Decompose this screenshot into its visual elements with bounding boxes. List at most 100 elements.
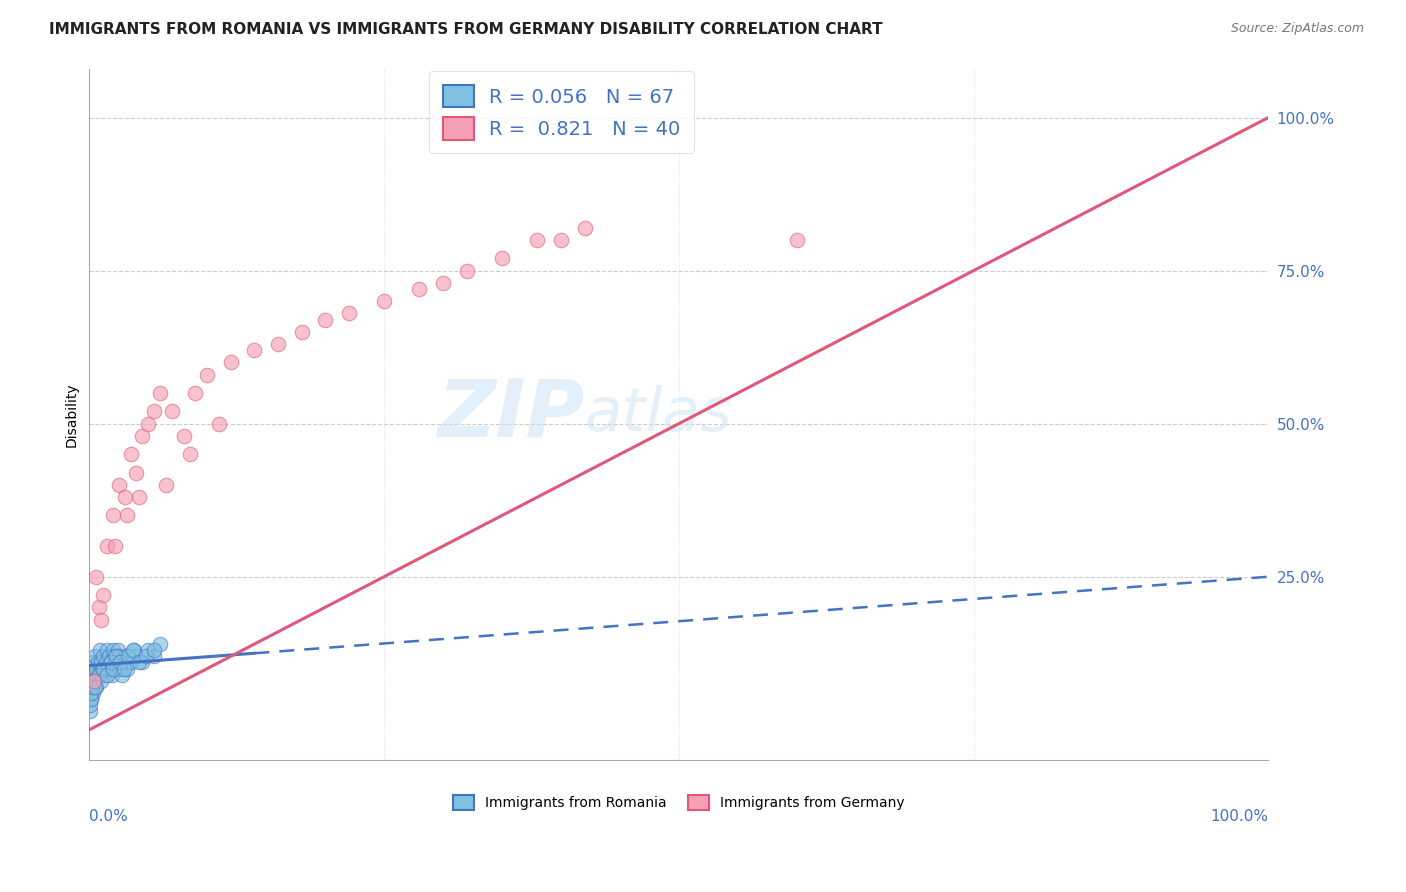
Point xyxy=(104,662,127,676)
Point xyxy=(432,276,454,290)
Point xyxy=(79,705,101,719)
Point xyxy=(143,404,166,418)
Point xyxy=(131,656,153,670)
Point xyxy=(112,662,135,676)
Point xyxy=(93,667,115,681)
Point xyxy=(107,649,129,664)
Point xyxy=(143,643,166,657)
Point xyxy=(100,656,122,670)
Point xyxy=(149,637,172,651)
Point xyxy=(93,588,115,602)
Point xyxy=(100,667,122,681)
Point xyxy=(373,294,395,309)
Point xyxy=(82,686,104,700)
Point xyxy=(80,692,103,706)
Point xyxy=(86,570,108,584)
Point xyxy=(96,539,118,553)
Point xyxy=(94,656,117,670)
Point xyxy=(115,508,138,523)
Point xyxy=(84,649,107,664)
Point xyxy=(82,673,104,688)
Point xyxy=(87,667,110,681)
Point xyxy=(90,673,112,688)
Point xyxy=(491,252,513,266)
Point xyxy=(143,649,166,664)
Point xyxy=(80,680,103,694)
Point xyxy=(80,686,103,700)
Y-axis label: Disability: Disability xyxy=(65,382,79,447)
Point xyxy=(83,667,105,681)
Point xyxy=(179,447,201,461)
Point xyxy=(128,656,150,670)
Point xyxy=(115,662,138,676)
Point xyxy=(108,662,131,676)
Point xyxy=(117,649,139,664)
Point xyxy=(100,656,122,670)
Point xyxy=(136,417,159,431)
Point xyxy=(82,656,104,670)
Legend: Immigrants from Romania, Immigrants from Germany: Immigrants from Romania, Immigrants from… xyxy=(449,789,910,815)
Point xyxy=(86,680,108,694)
Point xyxy=(122,643,145,657)
Text: ZIP: ZIP xyxy=(437,376,585,453)
Point xyxy=(208,417,231,431)
Point xyxy=(290,325,312,339)
Point xyxy=(125,649,148,664)
Point xyxy=(125,466,148,480)
Point xyxy=(87,667,110,681)
Point xyxy=(98,649,121,664)
Point xyxy=(408,282,430,296)
Point xyxy=(80,667,103,681)
Point xyxy=(86,656,108,670)
Point xyxy=(105,649,128,664)
Point xyxy=(97,662,120,676)
Point xyxy=(80,680,103,694)
Point xyxy=(135,649,157,664)
Point xyxy=(93,662,115,676)
Point xyxy=(456,263,478,277)
Point xyxy=(93,649,115,664)
Point xyxy=(786,233,808,247)
Point xyxy=(101,643,124,657)
Point xyxy=(243,343,266,358)
Point xyxy=(79,698,101,713)
Point xyxy=(96,667,118,681)
Point xyxy=(574,220,596,235)
Point xyxy=(155,478,177,492)
Point xyxy=(111,667,134,681)
Point xyxy=(83,680,105,694)
Point xyxy=(80,680,103,694)
Point xyxy=(80,692,103,706)
Point xyxy=(90,613,112,627)
Point xyxy=(149,386,172,401)
Point xyxy=(105,656,128,670)
Point xyxy=(83,673,105,688)
Text: atlas: atlas xyxy=(585,385,733,444)
Point xyxy=(337,306,360,320)
Point xyxy=(86,662,108,676)
Point xyxy=(114,649,136,664)
Point xyxy=(526,233,548,247)
Point xyxy=(122,643,145,657)
Point xyxy=(108,656,131,670)
Point xyxy=(107,643,129,657)
Point xyxy=(101,662,124,676)
Point xyxy=(136,643,159,657)
Text: Source: ZipAtlas.com: Source: ZipAtlas.com xyxy=(1230,22,1364,36)
Point xyxy=(128,490,150,504)
Point xyxy=(89,643,111,657)
Text: 100.0%: 100.0% xyxy=(1211,809,1268,824)
Point xyxy=(110,656,132,670)
Point xyxy=(184,386,207,401)
Point xyxy=(120,656,142,670)
Text: IMMIGRANTS FROM ROMANIA VS IMMIGRANTS FROM GERMANY DISABILITY CORRELATION CHART: IMMIGRANTS FROM ROMANIA VS IMMIGRANTS FR… xyxy=(49,22,883,37)
Point xyxy=(173,429,195,443)
Point xyxy=(131,429,153,443)
Point xyxy=(87,600,110,615)
Point xyxy=(314,312,336,326)
Point xyxy=(82,662,104,676)
Point xyxy=(160,404,183,418)
Point xyxy=(101,508,124,523)
Point xyxy=(79,686,101,700)
Point xyxy=(267,337,290,351)
